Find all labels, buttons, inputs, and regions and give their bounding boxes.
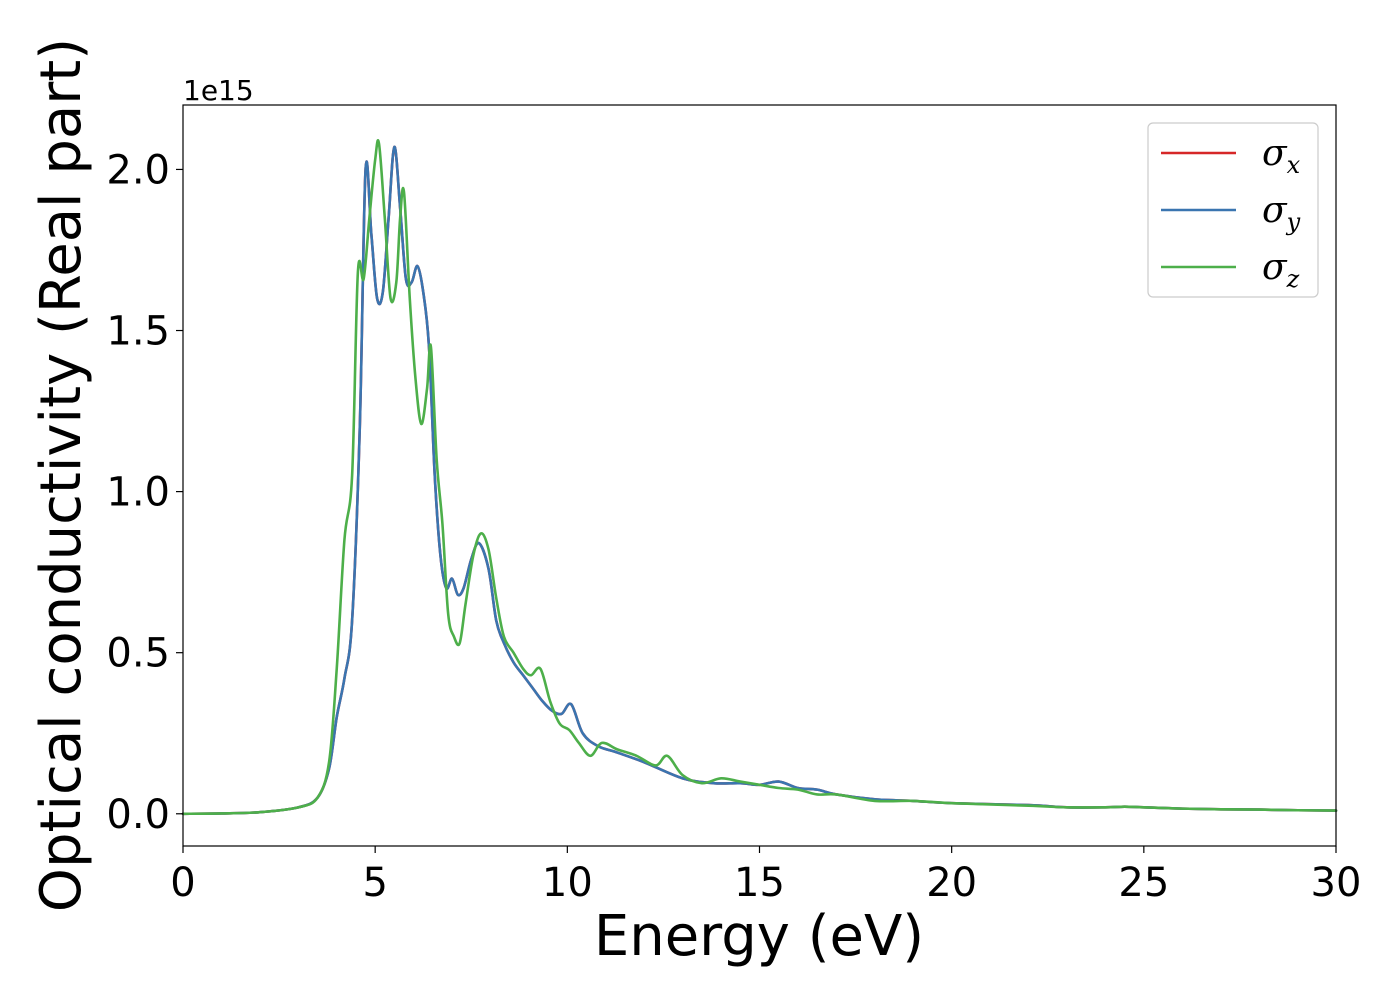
- legend-symbol: σ: [1262, 133, 1288, 174]
- series-layer: [181, 139, 1338, 816]
- y-offset-text: 1e15: [183, 74, 254, 107]
- y-axis-ticks: 0.0 0.5 1.0 1.5 2.0: [106, 147, 183, 838]
- y-tick-label: 0.0: [106, 792, 170, 838]
- series-line-z: [181, 139, 1338, 816]
- x-tick-label: 25: [1118, 860, 1169, 906]
- y-tick-label: 2.0: [106, 147, 170, 193]
- y-tick-label: 1.0: [106, 470, 170, 516]
- legend-subscript: z: [1286, 265, 1300, 293]
- legend-symbol: σ: [1262, 190, 1288, 231]
- legend-label-z: σz: [1262, 247, 1300, 293]
- x-tick-label: 0: [170, 860, 195, 906]
- x-tick-label: 10: [542, 860, 593, 906]
- x-axis-title: Energy (eV): [594, 904, 924, 969]
- legend-symbol: σ: [1262, 247, 1288, 288]
- legend-label-x: σx: [1262, 133, 1301, 179]
- x-tick-label: 5: [362, 860, 387, 906]
- legend-subscript: x: [1287, 151, 1301, 179]
- x-tick-label: 20: [926, 860, 977, 906]
- y-tick-label: 0.5: [106, 631, 170, 677]
- legend-label-y: σy: [1262, 190, 1301, 236]
- legend-subscript: y: [1286, 208, 1301, 236]
- x-tick-label: 30: [1311, 860, 1362, 906]
- y-tick-label: 1.5: [106, 309, 170, 355]
- x-axis-ticks: 0 5 10 15 20 25 30: [170, 846, 1361, 906]
- plot-area: [183, 105, 1336, 846]
- y-axis-title: Optical conductivity (Real part): [29, 38, 94, 912]
- x-tick-label: 15: [734, 860, 785, 906]
